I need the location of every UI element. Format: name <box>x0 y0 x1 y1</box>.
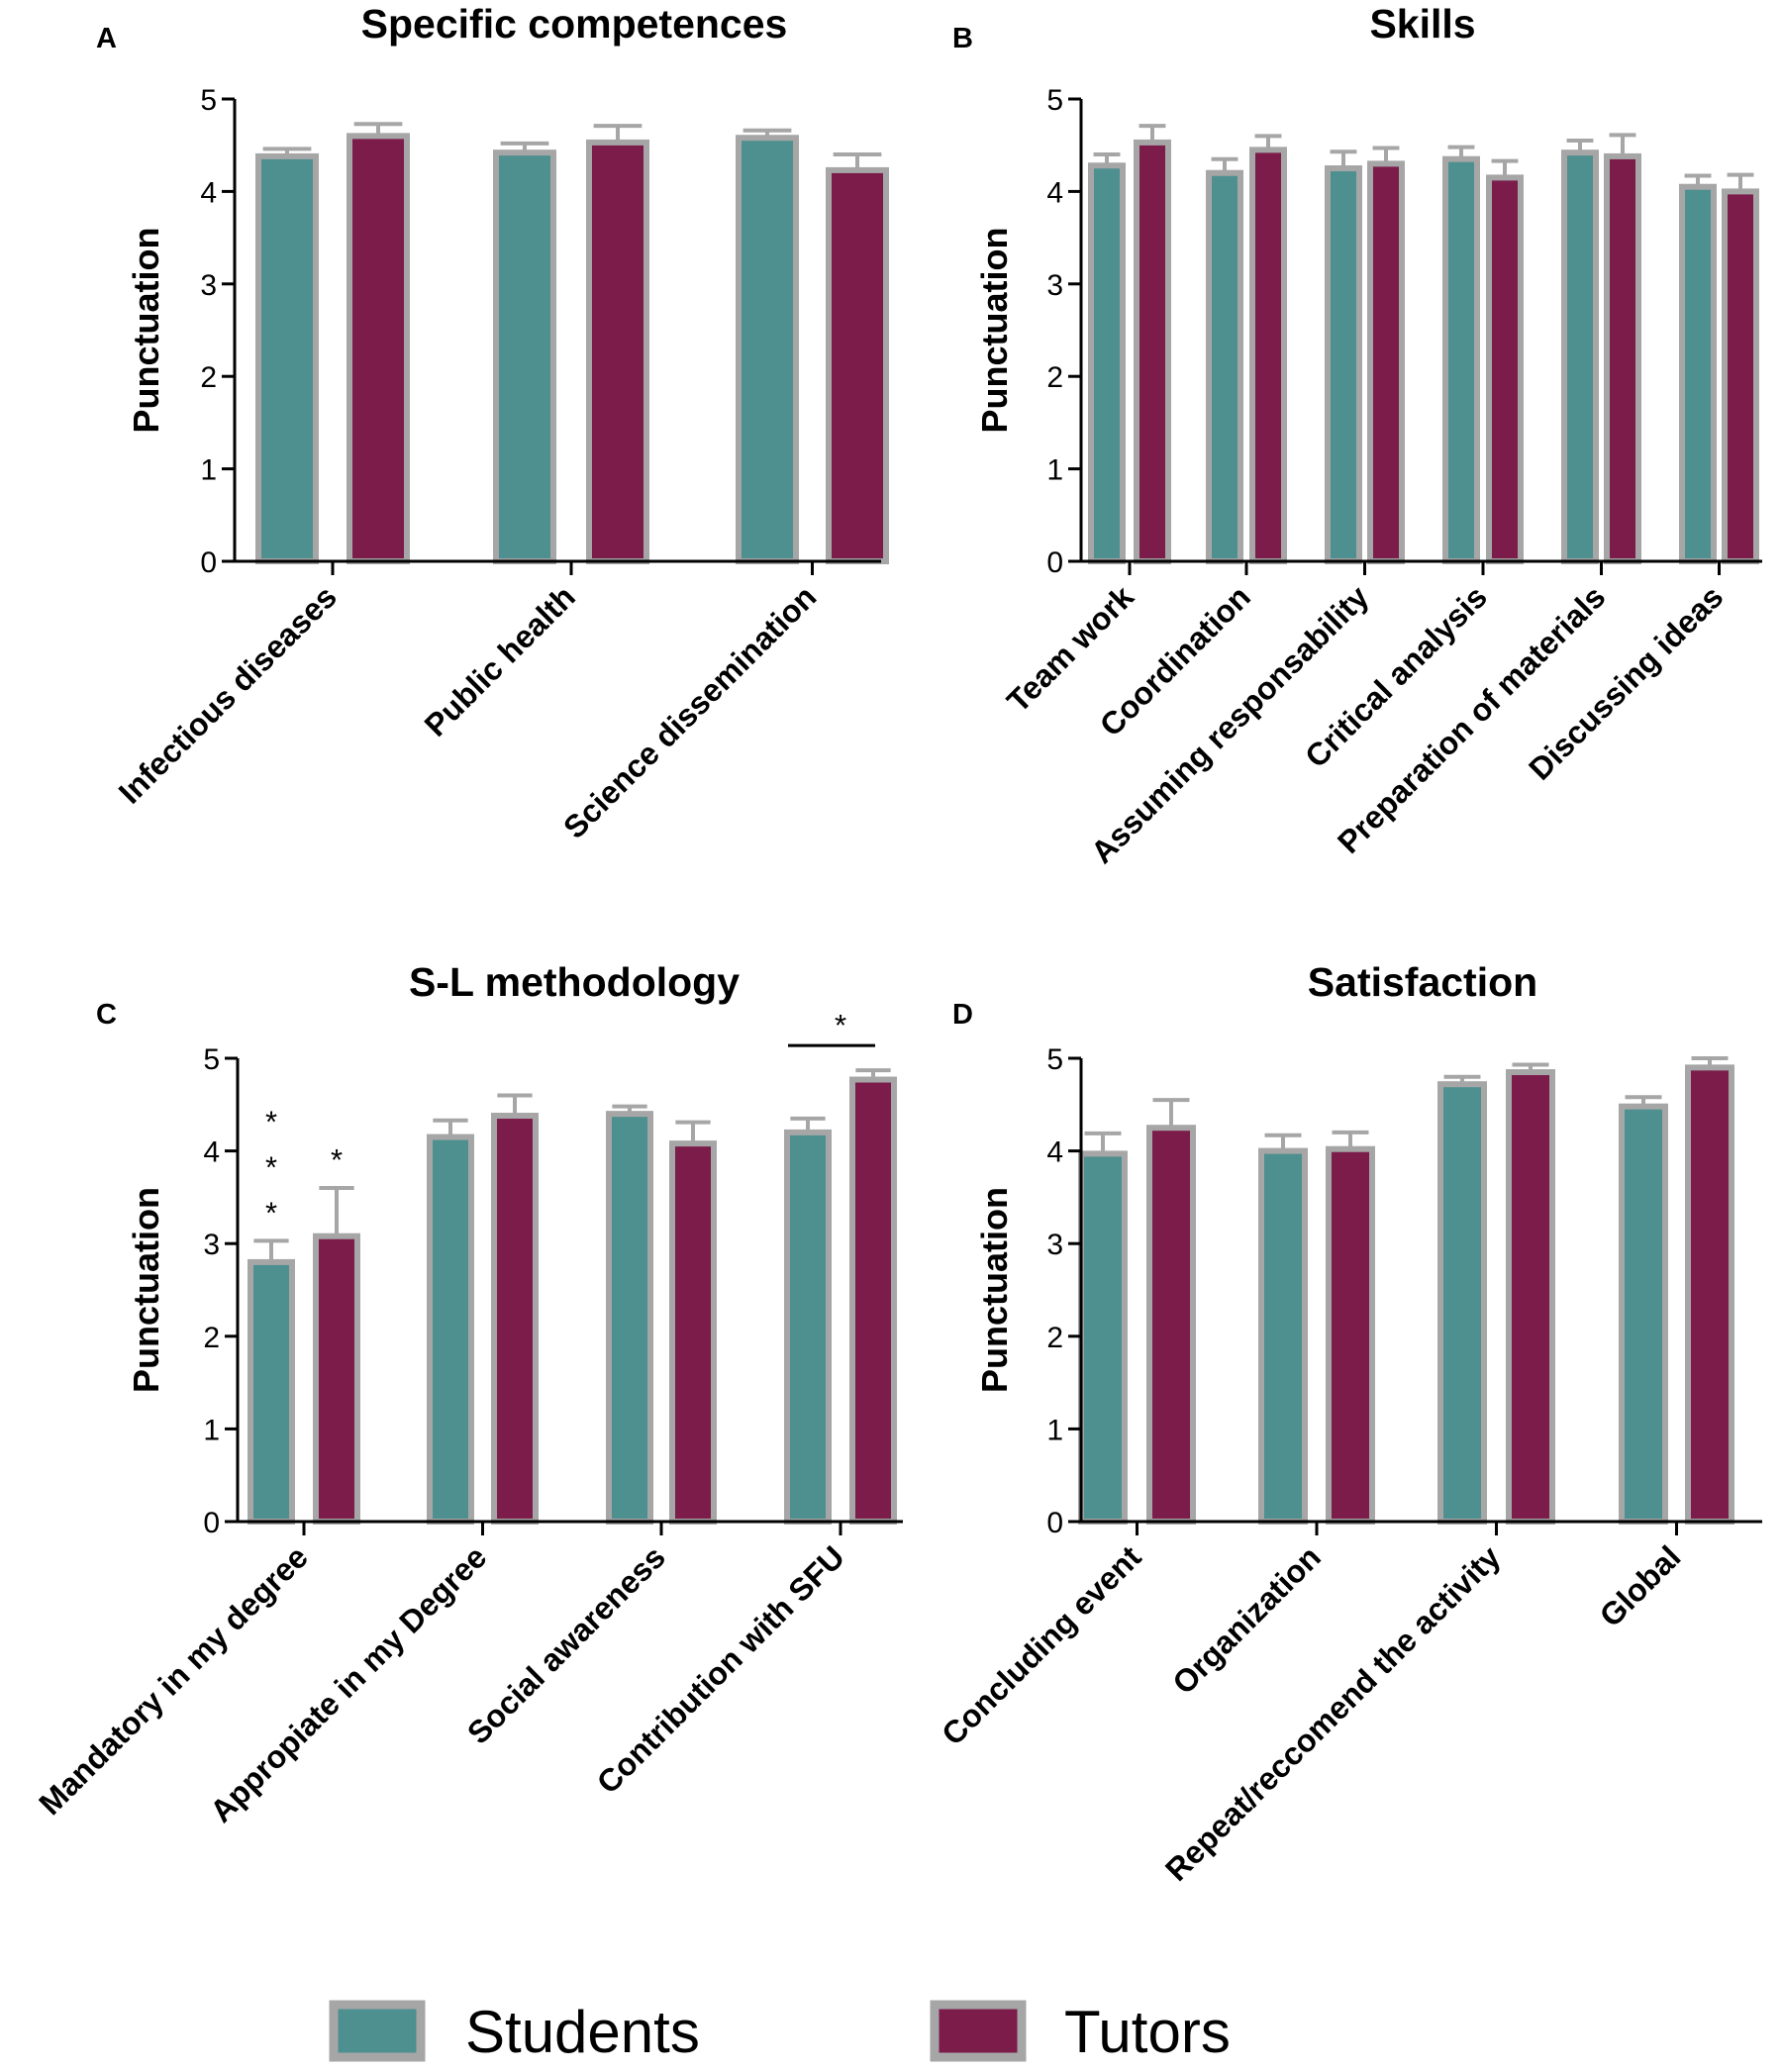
y-tick-label: 4 <box>1046 1136 1063 1169</box>
x-category-label: Concluding event <box>935 1538 1148 1752</box>
y-axis-label: Punctuation <box>974 1187 1015 1393</box>
y-tick-label: 4 <box>200 176 217 209</box>
bar-students <box>427 1134 474 1526</box>
y-tick-label: 2 <box>200 361 217 394</box>
legend-students-swatch <box>329 2000 426 2062</box>
chart-title: Skills <box>1369 1 1475 47</box>
bars <box>255 122 889 565</box>
bar-students <box>1325 165 1362 565</box>
bar-students <box>1078 1150 1128 1525</box>
bar-students <box>1437 1081 1487 1525</box>
y-tick-label: 0 <box>1046 546 1063 579</box>
significance-asterisk: * <box>331 1142 343 1177</box>
bar-students <box>1258 1147 1308 1525</box>
y-tick-label: 1 <box>1046 454 1063 487</box>
bar-tutors <box>1326 1145 1375 1526</box>
x-category-label: Discussing ideas <box>1522 578 1730 786</box>
chart-title: Specific competences <box>361 1 788 47</box>
y-tick-label: 4 <box>203 1136 220 1169</box>
bar-tutors <box>346 133 410 565</box>
chart-title: S-L methodology <box>409 959 740 1005</box>
significance-asterisk: * <box>265 1104 277 1138</box>
x-category-label: Science dissemination <box>556 578 823 844</box>
bar-tutors <box>1146 1125 1196 1525</box>
bars <box>248 1068 897 1526</box>
bar-tutors <box>1722 188 1759 564</box>
bar-students <box>255 152 319 565</box>
bar-students <box>493 149 556 564</box>
y-tick-label: 4 <box>1046 176 1063 209</box>
y-tick-label: 5 <box>203 1043 220 1076</box>
bar-tutors <box>1367 160 1405 564</box>
bar-students <box>606 1111 653 1526</box>
y-tick-label: 5 <box>1046 84 1063 117</box>
legend-tutors-label: Tutors <box>1064 1999 1231 2065</box>
bar-tutors <box>1506 1069 1555 1526</box>
bar-students <box>1206 169 1243 564</box>
bar-students <box>1442 155 1480 565</box>
panel-D: Satisfaction D Punctuation 0 1 2 3 4 5 Concluding… <box>935 959 1762 1888</box>
x-category-label: Repeat/reccomend the activity <box>1158 1538 1508 1888</box>
bar-tutors <box>1604 152 1641 565</box>
bar-students <box>1679 183 1717 564</box>
panel-letter: A <box>96 23 117 54</box>
bar-tutors <box>826 166 889 564</box>
bar-students <box>784 1129 832 1525</box>
y-tick-label: 3 <box>1046 269 1063 302</box>
panel-letter: C <box>96 999 117 1031</box>
bar-students <box>248 1258 295 1526</box>
significance-asterisk: * <box>265 1149 277 1184</box>
bar-tutors <box>669 1140 717 1526</box>
bar-tutors <box>1685 1064 1734 1525</box>
legend-students-label: Students <box>465 1999 700 2065</box>
bar-tutors <box>1249 147 1287 564</box>
chart-panels: Specific competences A Punctuation 0 1 2 3 4 5 In… <box>32 1 1762 1888</box>
x-category-label: Infectious diseases <box>112 578 344 810</box>
panel-letter: B <box>952 23 973 54</box>
x-category-label: Global <box>1593 1538 1688 1633</box>
bars <box>1078 1056 1734 1526</box>
panel-C: S-L methodologyCPunctuation012345Mandato… <box>32 959 903 1829</box>
x-category-label: Public health <box>418 578 582 742</box>
y-axis-label: Punctuation <box>974 228 1015 434</box>
x-category-label: Social awareness <box>460 1538 672 1750</box>
y-tick-label: 5 <box>1046 1043 1063 1076</box>
bar-students <box>1619 1103 1668 1525</box>
significance-asterisk: * <box>835 1008 846 1042</box>
bar-tutors <box>313 1233 360 1526</box>
y-tick-label: 1 <box>203 1414 220 1446</box>
bar-students <box>1561 149 1599 564</box>
y-tick-label: 0 <box>1046 1507 1063 1539</box>
y-tick-label: 2 <box>203 1322 220 1354</box>
bars <box>1088 124 1759 565</box>
bar-students <box>1088 162 1126 565</box>
y-tick-label: 3 <box>203 1229 220 1261</box>
y-tick-label: 0 <box>203 1507 220 1539</box>
significance-asterisk: * <box>265 1195 277 1230</box>
bar-tutors <box>1486 174 1524 564</box>
y-tick-label: 1 <box>1046 1414 1063 1446</box>
legend: Students Tutors <box>329 1999 1231 2065</box>
bar-tutors <box>586 139 649 564</box>
y-axis-label: Punctuation <box>126 228 166 434</box>
x-category-label: Organization <box>1165 1538 1328 1701</box>
chart-title: Satisfaction <box>1308 959 1537 1005</box>
bar-tutors <box>849 1076 897 1525</box>
y-tick-label: 5 <box>200 84 217 117</box>
y-tick-label: 3 <box>1046 1229 1063 1261</box>
y-tick-label: 0 <box>200 546 217 579</box>
panel-letter: D <box>952 999 973 1031</box>
y-tick-label: 1 <box>200 454 217 487</box>
y-tick-label: 3 <box>200 269 217 302</box>
bar-tutors <box>1134 139 1171 564</box>
bar-tutors <box>491 1113 539 1525</box>
y-axis-label: Punctuation <box>126 1187 166 1393</box>
y-tick-label: 2 <box>1046 1322 1063 1354</box>
bar-students <box>736 135 799 564</box>
legend-tutors-swatch <box>930 2000 1027 2062</box>
panel-A: Specific competences A Punctuation 0 1 2 3 4 5 In… <box>96 1 889 845</box>
y-tick-label: 2 <box>1046 361 1063 394</box>
